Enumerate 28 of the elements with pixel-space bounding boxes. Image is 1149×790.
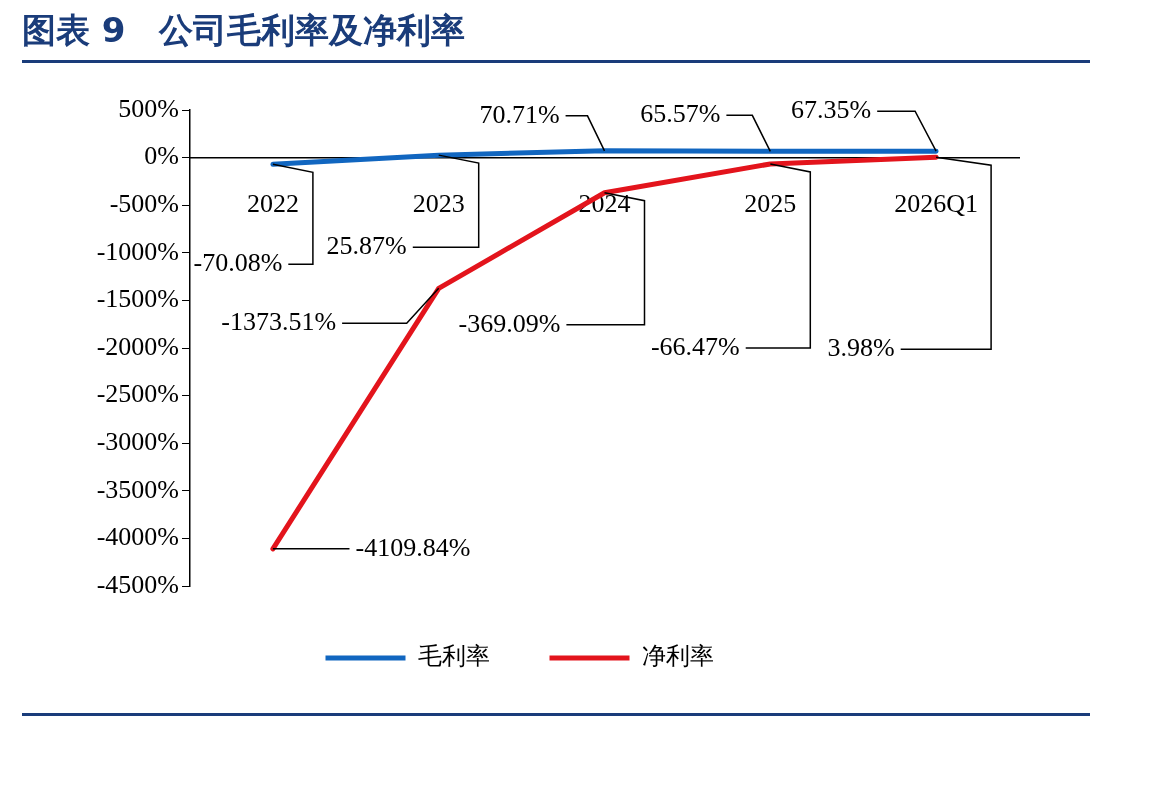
data-label: -70.08%	[193, 248, 283, 278]
data-label: 25.87%	[326, 230, 407, 260]
legend-label: 毛利率	[417, 642, 490, 671]
data-label: 67.35%	[791, 95, 872, 125]
data-label: -66.47%	[650, 331, 740, 361]
data-label: 3.98%	[827, 333, 895, 363]
y-tick-label: 500%	[118, 93, 179, 123]
legend-label: 净利率	[641, 642, 714, 671]
y-tick-label: -3500%	[96, 474, 179, 504]
chart-title: 图表 9 公司毛利率及净利率	[22, 9, 466, 52]
data-label: 65.57%	[640, 99, 721, 129]
x-tick-label: 2022	[246, 189, 299, 219]
x-tick-label: 2023	[412, 189, 465, 219]
y-tick-label: -2500%	[96, 379, 179, 409]
y-tick-label: 0%	[144, 141, 179, 171]
x-tick-label: 2025	[744, 189, 797, 219]
x-tick-label: 2026Q1	[894, 189, 978, 219]
y-tick-label: -2000%	[96, 331, 179, 361]
data-label: -369.09%	[458, 308, 561, 338]
y-tick-label: -4000%	[96, 522, 179, 552]
data-label: 70.71%	[479, 99, 560, 129]
y-tick-label: -1000%	[96, 236, 179, 266]
y-tick-label: -500%	[109, 189, 179, 219]
data-label: -4109.84%	[355, 532, 471, 562]
y-tick-label: -1500%	[96, 284, 179, 314]
y-tick-label: -3000%	[96, 427, 179, 457]
y-tick-label: -4500%	[96, 569, 179, 599]
data-label: -1373.51%	[221, 307, 337, 337]
